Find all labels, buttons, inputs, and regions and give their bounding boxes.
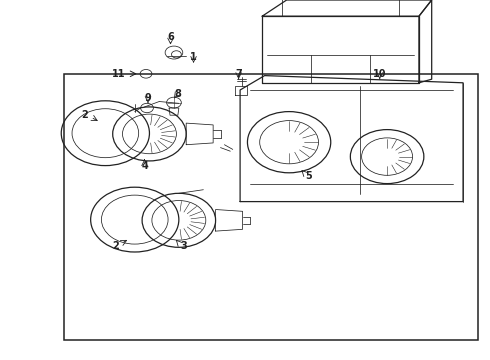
Text: 8: 8 — [174, 89, 181, 99]
Text: 10: 10 — [373, 69, 387, 79]
Text: 3: 3 — [180, 240, 187, 251]
Text: 7: 7 — [235, 69, 242, 79]
Text: 2: 2 — [81, 110, 88, 120]
Text: 9: 9 — [145, 93, 151, 103]
Text: 1: 1 — [190, 52, 197, 62]
Text: 2: 2 — [112, 240, 119, 251]
Text: 11: 11 — [111, 69, 125, 79]
Text: 5: 5 — [305, 171, 312, 181]
Bar — [64, 74, 478, 340]
Text: 4: 4 — [141, 161, 148, 171]
Text: 6: 6 — [167, 32, 174, 42]
